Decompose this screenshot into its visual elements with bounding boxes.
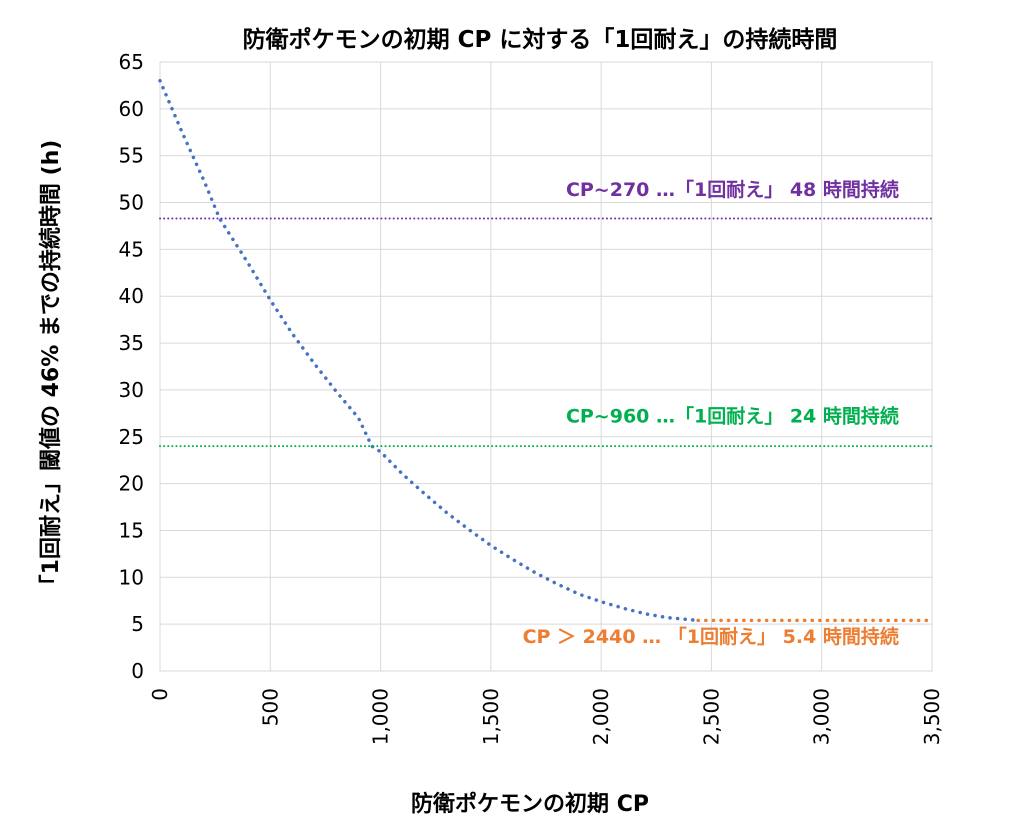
x-tick-label: 500 [258, 688, 282, 726]
y-tick-label: 20 [119, 472, 144, 496]
annotation-3: CP ＞ 2440 … 「1回耐え」 5.4 時間持続 [523, 625, 899, 648]
x-tick-label: 3,500 [920, 688, 944, 745]
x-tick-label: 3,000 [810, 688, 834, 745]
annotation-1: CP~270 …「1回耐え」 48 時間持続 [566, 178, 899, 201]
y-tick-label: 35 [119, 331, 144, 355]
plot-area [159, 61, 933, 672]
y-axis-ticks: 0 5 10 15 20 25 30 35 40 45 50 55 60 65 [119, 50, 144, 683]
x-tick-label: 0 [148, 688, 172, 701]
y-tick-label: 30 [119, 378, 144, 402]
annotation-layer: CP~270 …「1回耐え」 48 時間持続 CP~960 …「1回耐え」 24 … [523, 178, 899, 648]
y-tick-label: 10 [119, 565, 144, 589]
x-axis-ticks: 0 500 1,000 1,500 2,000 2,500 3,000 3,500 [148, 688, 944, 745]
x-tick-label: 2,500 [699, 688, 723, 745]
y-tick-label: 65 [119, 50, 144, 74]
x-axis-title: 防衛ポケモンの初期 CP [411, 791, 649, 817]
x-tick-label: 1,500 [479, 688, 503, 745]
y-tick-label: 50 [119, 191, 144, 215]
y-tick-label: 15 [119, 518, 144, 542]
y-tick-label: 60 [119, 97, 144, 121]
y-tick-label: 55 [119, 144, 144, 168]
y-axis-title: 「1回耐え」閾値の 46% までの持続時間 (h) [38, 140, 64, 597]
x-tick-label: 1,000 [369, 688, 393, 745]
series-layer [158, 78, 934, 623]
chart-title: 防衛ポケモンの初期 CP に対する「1回耐え」の持続時間 [243, 26, 838, 53]
series-line-1 [158, 78, 700, 623]
y-tick-label: 45 [119, 237, 144, 261]
y-tick-label: 0 [131, 659, 144, 683]
y-tick-label: 25 [119, 425, 144, 449]
y-tick-label: 40 [119, 284, 144, 308]
y-tick-label: 5 [131, 612, 144, 636]
x-tick-label: 2,000 [589, 688, 613, 745]
annotation-2: CP~960 …「1回耐え」 24 時間持続 [566, 405, 899, 428]
